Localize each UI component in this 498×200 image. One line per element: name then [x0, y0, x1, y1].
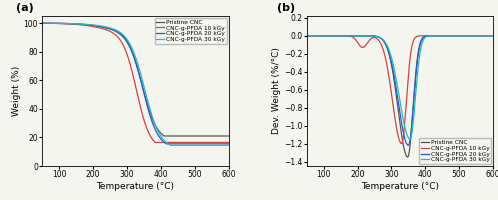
CNC-g-PFDA 20 kGy [226, 143, 232, 145]
CNC-g-PFDA 20 kGy [163, 143, 169, 145]
Line: CNC-g-PFDA 30 kGy: CNC-g-PFDA 30 kGy [42, 23, 229, 145]
CNC-g-PFDA 30 kGy [167, 144, 173, 146]
Pristine CNC [389, 68, 395, 71]
Text: (b): (b) [277, 3, 295, 13]
CNC-g-PFDA 30 kGy [186, 144, 192, 146]
CNC-g-PFDA 30 kGy [485, 35, 491, 37]
CNC-g-PFDA 10 kGy [220, 141, 226, 144]
CNC-g-PFDA 20 kGy [405, 144, 411, 147]
Pristine CNC [226, 135, 232, 137]
CNC-g-PFDA 10 kGy [220, 141, 226, 144]
Pristine CNC [39, 22, 45, 24]
Pristine CNC [186, 135, 192, 137]
Pristine CNC [49, 22, 55, 24]
CNC-g-PFDA 20 kGy [389, 66, 395, 68]
CNC-g-PFDA 20 kGy [485, 35, 491, 37]
Pristine CNC [130, 53, 136, 56]
CNC-g-PFDA 10 kGy [49, 22, 55, 25]
X-axis label: Temperature (°C): Temperature (°C) [97, 182, 174, 191]
CNC-g-PFDA 10 kGy [130, 74, 136, 76]
Pristine CNC [125, 42, 131, 45]
CNC-g-PFDA 20 kGy [220, 143, 226, 145]
CNC-g-PFDA 20 kGy [394, 95, 400, 97]
CNC-g-PFDA 30 kGy [49, 22, 55, 24]
CNC-g-PFDA 10 kGy [389, 99, 395, 102]
CNC-g-PFDA 30 kGy [407, 138, 413, 140]
CNC-g-PFDA 20 kGy [125, 42, 131, 44]
Pristine CNC [405, 156, 411, 158]
CNC-g-PFDA 20 kGy [490, 35, 496, 37]
Pristine CNC [490, 35, 496, 37]
CNC-g-PFDA 30 kGy [485, 35, 491, 37]
Legend: Pristine CNC, CNC-g-PFDA 10 kGy, CNC-g-PFDA 20 kGy, CNC-g-PFDA 30 kGy: Pristine CNC, CNC-g-PFDA 10 kGy, CNC-g-P… [154, 18, 227, 44]
Pristine CNC [394, 102, 400, 105]
Line: Pristine CNC: Pristine CNC [307, 36, 493, 157]
Pristine CNC [485, 35, 491, 37]
Pristine CNC [313, 35, 319, 37]
CNC-g-PFDA 20 kGy [451, 35, 457, 37]
CNC-g-PFDA 30 kGy [304, 35, 310, 37]
CNC-g-PFDA 10 kGy [451, 35, 457, 37]
CNC-g-PFDA 20 kGy [220, 143, 226, 145]
Line: CNC-g-PFDA 30 kGy: CNC-g-PFDA 30 kGy [307, 36, 493, 139]
CNC-g-PFDA 20 kGy [39, 22, 45, 24]
Line: Pristine CNC: Pristine CNC [42, 23, 229, 136]
Pristine CNC [451, 35, 457, 37]
CNC-g-PFDA 20 kGy [304, 35, 310, 37]
CNC-g-PFDA 30 kGy [394, 84, 400, 87]
CNC-g-PFDA 10 kGy [394, 131, 400, 134]
CNC-g-PFDA 30 kGy [389, 60, 395, 62]
Y-axis label: Dev. Weight (%/°C): Dev. Weight (%/°C) [272, 48, 281, 134]
CNC-g-PFDA 10 kGy [186, 141, 192, 144]
CNC-g-PFDA 10 kGy [398, 142, 404, 145]
CNC-g-PFDA 10 kGy [313, 35, 319, 37]
Line: CNC-g-PFDA 10 kGy: CNC-g-PFDA 10 kGy [307, 36, 493, 144]
Pristine CNC [485, 35, 491, 37]
Line: CNC-g-PFDA 20 kGy: CNC-g-PFDA 20 kGy [307, 36, 493, 145]
CNC-g-PFDA 10 kGy [485, 35, 491, 37]
CNC-g-PFDA 30 kGy [220, 144, 226, 146]
Y-axis label: Weight (%): Weight (%) [12, 66, 21, 116]
CNC-g-PFDA 10 kGy [485, 35, 491, 37]
Line: CNC-g-PFDA 10 kGy: CNC-g-PFDA 10 kGy [42, 23, 229, 142]
Pristine CNC [220, 135, 226, 137]
Text: (a): (a) [16, 3, 34, 13]
Legend: Pristine CNC, CNC-g-PFDA 10 kGy, CNC-g-PFDA 20 kGy, CNC-g-PFDA 30 kGy: Pristine CNC, CNC-g-PFDA 10 kGy, CNC-g-P… [419, 138, 491, 164]
CNC-g-PFDA 30 kGy [39, 22, 45, 24]
Pristine CNC [161, 135, 167, 137]
CNC-g-PFDA 10 kGy [152, 141, 158, 144]
CNC-g-PFDA 20 kGy [130, 52, 136, 55]
CNC-g-PFDA 10 kGy [39, 22, 45, 24]
X-axis label: Temperature (°C): Temperature (°C) [361, 182, 439, 191]
CNC-g-PFDA 30 kGy [226, 144, 232, 146]
Pristine CNC [304, 35, 310, 37]
CNC-g-PFDA 30 kGy [313, 35, 319, 37]
CNC-g-PFDA 10 kGy [125, 56, 131, 58]
CNC-g-PFDA 10 kGy [304, 35, 310, 37]
Line: CNC-g-PFDA 20 kGy: CNC-g-PFDA 20 kGy [42, 23, 229, 144]
CNC-g-PFDA 30 kGy [490, 35, 496, 37]
CNC-g-PFDA 10 kGy [226, 141, 232, 144]
Pristine CNC [220, 135, 226, 137]
CNC-g-PFDA 30 kGy [125, 40, 131, 42]
CNC-g-PFDA 20 kGy [485, 35, 491, 37]
CNC-g-PFDA 30 kGy [220, 144, 226, 146]
CNC-g-PFDA 30 kGy [451, 35, 457, 37]
CNC-g-PFDA 20 kGy [313, 35, 319, 37]
CNC-g-PFDA 20 kGy [186, 143, 192, 145]
CNC-g-PFDA 10 kGy [490, 35, 496, 37]
CNC-g-PFDA 30 kGy [130, 49, 136, 51]
CNC-g-PFDA 20 kGy [49, 22, 55, 24]
